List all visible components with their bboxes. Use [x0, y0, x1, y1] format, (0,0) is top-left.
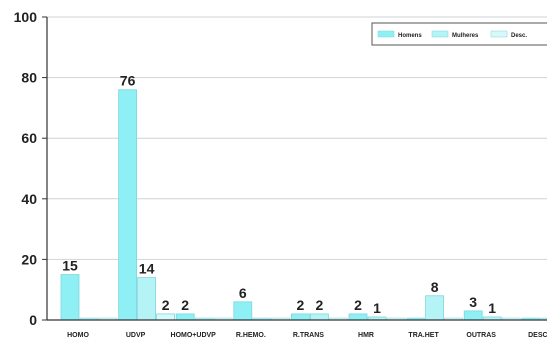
x-tick-label: HOMO [67, 332, 89, 339]
data-label: 76 [120, 73, 136, 89]
data-label: 2 [316, 297, 324, 313]
data-labels: 15761422622218314 [62, 73, 496, 316]
data-label: 15 [62, 258, 78, 274]
legend-label: Homens [398, 33, 422, 39]
legend-swatch [377, 30, 395, 38]
x-tick-label: OUTRAS [466, 332, 496, 339]
bar-homens [463, 310, 483, 321]
bar-homens [290, 313, 310, 321]
bar-homens [60, 274, 80, 321]
x-tick-label: HOMO+UDVP [171, 332, 217, 339]
bar-homens [175, 313, 195, 321]
data-label: 6 [239, 285, 247, 301]
data-label: 14 [139, 261, 155, 277]
legend-label: Mulheres [452, 33, 479, 39]
legend: Homens Mulheres Desc. [371, 22, 547, 46]
data-label: 3 [469, 294, 477, 310]
data-label: 1 [373, 300, 381, 316]
x-tick-label: DESC. [528, 332, 547, 339]
legend-box [371, 22, 547, 46]
bar-homens [348, 313, 368, 321]
bar-mulheres [309, 313, 329, 321]
bar-baseline [540, 317, 547, 321]
x-tick-label: R.TRANS [293, 332, 324, 339]
x-axis-ticks: HOMO UDVP HOMO+UDVP R.HEMO. R.TRANS HMR TRA.HE… [67, 332, 547, 339]
bars [60, 89, 547, 321]
bar-desc [156, 313, 176, 321]
legend-label: Desc. [511, 33, 527, 39]
bar-homens [233, 301, 253, 321]
data-label: 8 [431, 279, 439, 295]
y-tick-label: 20 [21, 251, 37, 267]
data-label: 2 [162, 297, 170, 313]
legend-swatch [490, 30, 508, 38]
bar-mulheres [137, 277, 157, 321]
axes [42, 16, 547, 321]
y-tick-label: 80 [21, 70, 37, 86]
data-label: 2 [354, 297, 362, 313]
y-tick-label: 40 [21, 191, 37, 207]
bar-homens [118, 89, 137, 321]
x-tick-label: HMR [358, 332, 374, 339]
y-tick-label: 60 [21, 130, 37, 146]
data-label: 2 [181, 297, 189, 313]
x-tick-label: R.HEMO. [236, 332, 266, 339]
data-label: 2 [297, 297, 305, 313]
bar-mulheres [425, 295, 445, 321]
y-tick-label: 0 [29, 312, 37, 328]
data-label: 1 [488, 300, 496, 316]
y-tick-label: 100 [14, 9, 38, 25]
x-tick-label: TRA.HET [408, 332, 439, 339]
y-axis-ticks: 0 20 40 60 80 100 [14, 9, 38, 328]
x-tick-label: UDVP [126, 332, 146, 339]
legend-swatch [431, 30, 449, 38]
